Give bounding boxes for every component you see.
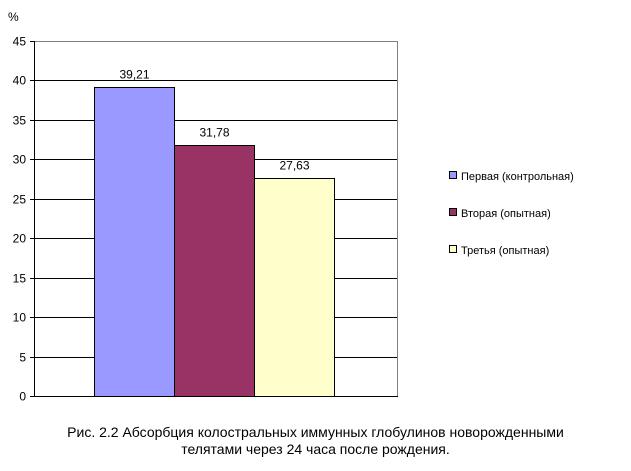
legend-label: Первая (контрольная) (461, 171, 574, 183)
data-label: 31,78 (199, 126, 229, 140)
y-tick-label: 10 (13, 311, 27, 325)
y-axis-unit-label: % (8, 10, 19, 24)
caption-line-2: телятами через 24 часа после рождения. (181, 441, 450, 457)
bar (94, 87, 175, 397)
legend-label: Вторая (опытная) (461, 208, 551, 220)
legend-swatch (449, 208, 457, 216)
y-tick-label: 40 (13, 74, 27, 88)
bar-chart: 0 5 10 15 20 25 30 35 40 45 39,21 31,78 27,63 % Пер… (8, 10, 574, 404)
y-axis-ticks: 0 5 10 15 20 25 30 35 40 45 (13, 35, 34, 404)
axes (34, 41, 398, 397)
y-tick-label: 5 (19, 351, 26, 365)
y-tick-label: 15 (13, 272, 27, 286)
y-tick-label: 45 (13, 35, 27, 49)
y-tick-label: 30 (13, 153, 27, 167)
data-label: 39,21 (119, 68, 149, 82)
legend-swatch (449, 171, 457, 179)
legend-swatch (449, 245, 457, 253)
y-tick-label: 20 (13, 232, 27, 246)
legend: Первая (контрольная) Вторая (опытная) Трет… (449, 171, 574, 257)
y-tick-label: 25 (13, 193, 27, 207)
data-label: 27,63 (279, 159, 309, 173)
y-tick-label: 0 (19, 390, 26, 404)
data-labels: 39,21 31,78 27,63 (119, 68, 309, 173)
y-tick-label: 35 (13, 114, 27, 128)
caption-line-1: Рис. 2.2 Абсорбция колостральных иммунны… (67, 424, 564, 440)
bar (254, 178, 335, 397)
bars (94, 87, 335, 397)
legend-label: Третья (опытная) (461, 245, 549, 257)
bar (174, 145, 255, 397)
figure-caption: Рис. 2.2 Абсорбция колостральных иммунны… (20, 424, 611, 458)
